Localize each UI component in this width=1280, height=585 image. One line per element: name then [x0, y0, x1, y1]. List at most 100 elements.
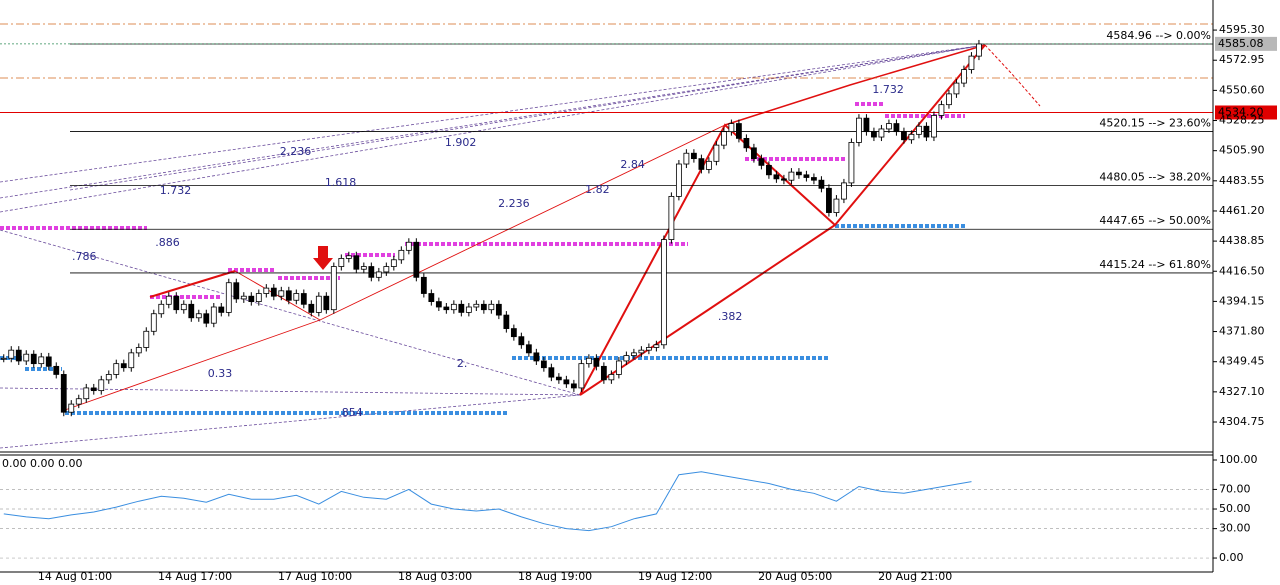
candle — [300, 293, 307, 305]
candle — [668, 195, 675, 240]
y-tick-label: 4550.60 — [1219, 83, 1265, 96]
y-tick-label: 30.00 — [1219, 522, 1251, 535]
y-tick-label: 4327.10 — [1219, 385, 1265, 398]
y-tick-label: 4595.30 — [1219, 23, 1265, 36]
candle — [105, 374, 112, 381]
price-tag-label: 4585.08 — [1218, 37, 1264, 50]
candle — [826, 187, 832, 213]
y-tick-label: 4394.15 — [1219, 294, 1265, 307]
pattern-annotation: 0.33 — [208, 367, 233, 380]
candle — [345, 255, 352, 259]
candle — [315, 295, 322, 313]
candle — [615, 360, 622, 375]
candle — [923, 125, 930, 138]
candle — [901, 131, 907, 141]
price-panel: 4584.96 --> 0.00% 4520.15 --> 23.60% 4480.… — [0, 23, 1277, 583]
candle — [908, 133, 915, 141]
candle — [976, 43, 982, 57]
candle — [360, 266, 367, 270]
fib-label: 4447.65 --> 50.00% — [1099, 214, 1211, 227]
candle — [773, 174, 780, 180]
candle — [856, 117, 862, 143]
candle — [803, 174, 810, 178]
candle — [45, 356, 52, 367]
candle — [210, 306, 217, 324]
x-tick-label: 18 Aug 03:00 — [398, 570, 472, 583]
candle — [578, 363, 585, 389]
candle — [953, 82, 960, 95]
y-tick-label: 4528.25 — [1219, 114, 1265, 127]
candle — [98, 379, 105, 392]
candle — [818, 179, 825, 189]
candle — [961, 69, 967, 84]
candle — [90, 387, 97, 392]
x-tick-label: 17 Aug 10:00 — [278, 570, 352, 583]
pattern-annotation: .886 — [155, 236, 180, 249]
candle — [263, 287, 270, 294]
candle — [525, 344, 532, 354]
candle — [720, 131, 727, 146]
candle — [811, 177, 817, 181]
pattern-annotation: 2. — [457, 357, 468, 370]
x-tick-label: 20 Aug 05:00 — [758, 570, 832, 583]
candle — [398, 249, 405, 261]
pattern-annotation: 1.732 — [872, 83, 904, 96]
candle — [255, 293, 262, 303]
candle — [863, 117, 870, 133]
candle — [405, 241, 412, 251]
candle — [120, 363, 127, 369]
price-tag — [1215, 105, 1277, 120]
pattern-annotation: 1.82 — [585, 183, 610, 196]
price-tag — [1215, 36, 1277, 51]
candle — [660, 239, 667, 346]
candle — [330, 266, 337, 311]
candle — [653, 344, 660, 348]
candle — [833, 198, 840, 213]
candle — [916, 125, 922, 135]
candle — [83, 387, 90, 400]
candle — [323, 295, 330, 311]
candle — [503, 314, 510, 329]
candle — [533, 352, 540, 362]
candle — [270, 287, 277, 297]
candle — [781, 178, 787, 181]
pattern-annotation: .854 — [338, 406, 363, 419]
y-tick-label: 4483.55 — [1219, 174, 1265, 187]
candle — [143, 330, 150, 348]
candle — [886, 123, 892, 130]
pattern-annotation: 2.236 — [280, 145, 312, 158]
candle — [75, 398, 82, 405]
candle — [510, 328, 517, 338]
candle — [285, 290, 292, 301]
candle — [518, 336, 525, 346]
candle — [278, 290, 285, 297]
candle — [736, 123, 742, 139]
candle — [38, 356, 45, 365]
oscillator-label: 0.00 0.00 0.00 — [2, 457, 82, 470]
candle — [893, 123, 900, 133]
pattern-annotation: 2.236 — [498, 197, 530, 210]
candle — [555, 376, 562, 381]
fib-label: 4584.96 --> 0.00% — [1106, 29, 1211, 42]
candle — [375, 271, 382, 278]
candle — [946, 93, 952, 106]
price-tag-label: 4534.20 — [1218, 105, 1264, 118]
y-tick-label: 4572.95 — [1219, 53, 1265, 66]
candle — [113, 363, 120, 375]
candle — [233, 282, 240, 300]
candle — [353, 255, 360, 270]
candle — [488, 303, 495, 311]
candle — [53, 365, 60, 375]
candle — [30, 353, 37, 365]
candle — [383, 266, 390, 273]
candle — [480, 303, 487, 311]
candle — [458, 303, 465, 313]
fib-label: 4415.24 --> 61.80% — [1099, 258, 1211, 271]
y-tick-label: 4304.75 — [1219, 415, 1265, 428]
candle — [165, 295, 172, 305]
x-tick-label: 18 Aug 19:00 — [518, 570, 592, 583]
candle — [293, 293, 300, 301]
candle — [368, 266, 375, 278]
